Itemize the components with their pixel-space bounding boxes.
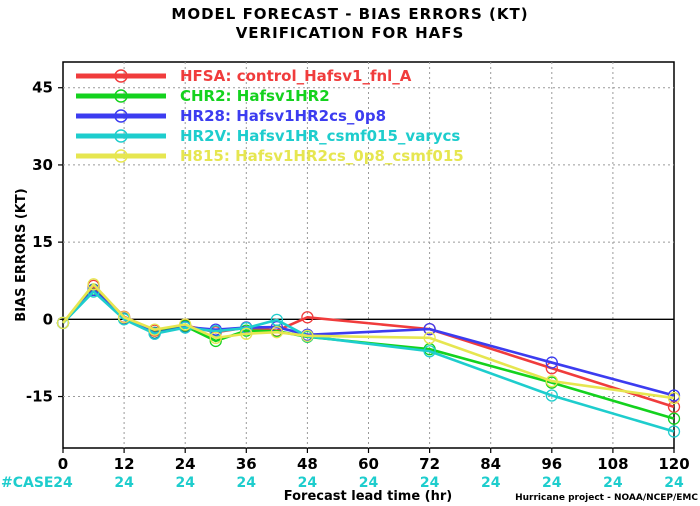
y-tick-label: -15 (26, 388, 53, 406)
data-point (148, 323, 161, 336)
data-point (117, 311, 131, 324)
data-point (301, 329, 314, 342)
case-label: #CASE (1, 475, 54, 491)
series-line (61, 283, 675, 400)
case-count: 24 (359, 475, 379, 491)
legend-marker (114, 69, 128, 83)
data-point (270, 326, 284, 339)
case-count: 24 (603, 475, 623, 491)
x-tick-label: 60 (358, 455, 379, 473)
data-point (667, 391, 681, 405)
x-axis-label: Forecast lead time (hr) (284, 489, 452, 504)
legend-marker (114, 109, 128, 123)
data-point (270, 313, 284, 326)
case-count: 24 (542, 475, 562, 491)
case-count: 24 (237, 475, 257, 491)
y-tick-label: 0 (43, 310, 53, 328)
legend-item-hfsa: HFSA: control_Hafsv1_fnl_A (76, 67, 412, 85)
x-tick-label: 108 (597, 455, 628, 473)
axis-ticks: 0 12 24 36 48 60 72 84 96 108 120 -15 0 15 30 45 (26, 79, 690, 473)
legend-item-h815: H815: Hafsv1HR2cs_0p8_csmf015 (76, 147, 464, 165)
case-count: 24 (114, 475, 134, 491)
grid-lines (63, 62, 674, 448)
case-counts: 24 24 24 24 24 24 24 24 24 24 24 (53, 475, 684, 491)
x-tick-label: 96 (541, 455, 562, 473)
legend-label: HR28: Hafsv1HR2cs_0p8 (180, 107, 386, 125)
series-h815 (56, 278, 681, 405)
legend-label: HFSA: control_Hafsv1_fnl_A (180, 67, 412, 85)
x-tick-label: 72 (419, 455, 440, 473)
y-tick-label: 15 (32, 233, 53, 251)
data-point (301, 311, 314, 324)
data-point (545, 389, 558, 402)
legend-label: HR2V: Hafsv1HR_csmf015_varycs (180, 127, 460, 145)
data-point (667, 412, 681, 425)
data-point (179, 318, 192, 331)
case-count: 24 (298, 475, 318, 491)
case-count: 24 (420, 475, 440, 491)
legend-item-chr2: CHR2: Hafsv1HR2 (76, 87, 330, 105)
data-point (423, 331, 436, 345)
x-tick-label: 84 (480, 455, 501, 473)
data-point (423, 322, 436, 336)
x-tick-label: 48 (297, 455, 318, 473)
case-count: 24 (53, 475, 73, 491)
data-point (240, 327, 253, 340)
x-tick-label: 36 (236, 455, 257, 473)
data-point (87, 278, 100, 291)
data-point (667, 425, 681, 438)
legend-marker (114, 89, 128, 103)
y-tick-label: 45 (32, 79, 53, 97)
data-point (423, 345, 436, 358)
chart-title: MODEL FORECAST - BIAS ERRORS (KT) (171, 5, 528, 23)
legend-marker (114, 149, 128, 163)
data-point (545, 356, 558, 369)
chart-subtitle: VERIFICATION FOR HAFS (236, 24, 465, 42)
legend-item-hr28: HR28: Hafsv1HR2cs_0p8 (76, 107, 386, 125)
legend-marker (114, 129, 128, 143)
legend-label: CHR2: Hafsv1HR2 (180, 87, 330, 105)
y-tick-label: 30 (32, 156, 53, 174)
case-count: 24 (481, 475, 501, 491)
series-layer (56, 278, 681, 438)
data-point (545, 374, 558, 388)
legend-item-hr2v: HR2V: Hafsv1HR_csmf015_varycs (76, 127, 460, 145)
case-count: 24 (175, 475, 195, 491)
y-axis-label: BIAS ERRORS (KT) (14, 188, 29, 321)
data-point (56, 316, 70, 330)
legend-label: H815: Hafsv1HR2cs_0p8_csmf015 (180, 147, 464, 165)
case-count: 24 (664, 475, 684, 491)
x-tick-label: 0 (58, 455, 68, 473)
legend: HFSA: control_Hafsv1_fnl_A CHR2: Hafsv1HR… (76, 67, 464, 165)
credit-text: Hurricane project - NOAA/NCEP/EMC (515, 493, 698, 503)
data-point (209, 331, 222, 345)
x-tick-label: 120 (658, 455, 689, 473)
x-tick-label: 12 (114, 455, 135, 473)
x-tick-label: 24 (175, 455, 196, 473)
